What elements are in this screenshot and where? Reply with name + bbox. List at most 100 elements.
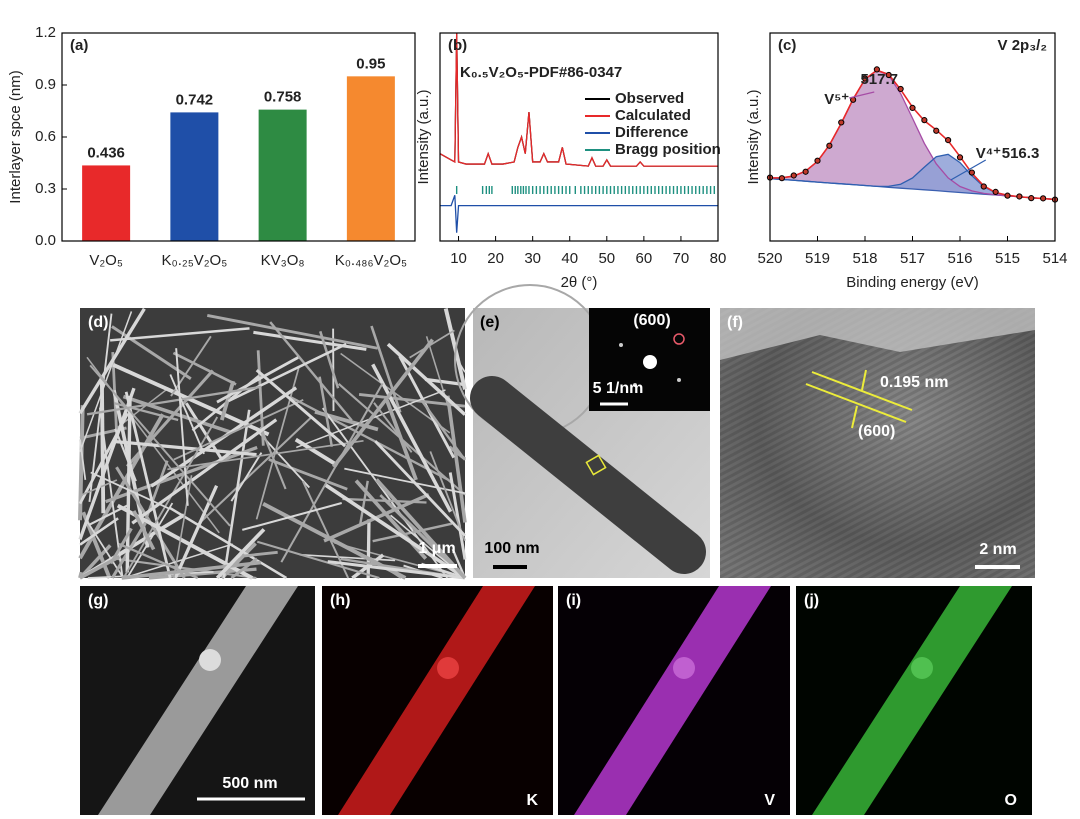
nanowire xyxy=(168,506,288,580)
y-axis-label: Intensity (a.u.) xyxy=(415,89,432,184)
nanowire xyxy=(123,543,233,579)
plot-frame xyxy=(439,32,719,242)
nanowire xyxy=(169,374,205,455)
panel-label: (b) xyxy=(448,37,467,54)
nanowire xyxy=(121,560,262,580)
x-tick-label: 40 xyxy=(561,250,578,267)
panel-label: (a) xyxy=(70,37,88,54)
spot xyxy=(677,378,681,382)
nanowire xyxy=(269,321,353,422)
nanowire xyxy=(421,400,466,461)
component-label: V⁴⁺ xyxy=(976,145,1001,162)
nanowire xyxy=(167,440,364,471)
nanowire xyxy=(299,553,396,562)
panel-label: (j) xyxy=(804,592,819,609)
nanowire xyxy=(324,483,467,580)
observed-point xyxy=(921,117,928,124)
nanowire xyxy=(219,380,236,421)
peak-label: 517.7 xyxy=(860,71,898,88)
spot xyxy=(619,343,623,347)
nanowire xyxy=(359,480,369,525)
y-tick-label: 0.9 xyxy=(35,76,56,93)
nanowire xyxy=(375,478,467,580)
x-tick-label: 70 xyxy=(673,250,690,267)
nanowire-band xyxy=(98,586,298,815)
bar xyxy=(82,165,131,241)
nanorod xyxy=(470,376,706,574)
legend-label: Calculated xyxy=(615,107,691,124)
nanowire xyxy=(386,342,467,416)
observed-point xyxy=(956,154,964,161)
element-label: O xyxy=(1005,792,1017,809)
bright-spot xyxy=(437,657,459,679)
nanowire xyxy=(327,560,466,580)
nanowire xyxy=(89,364,231,527)
nanowire xyxy=(90,471,170,510)
x-tick-label: 60 xyxy=(636,250,653,267)
observed-point xyxy=(873,66,880,73)
observed-point xyxy=(814,157,821,164)
panel-label: (d) xyxy=(88,314,108,331)
peak-label: 516.3 xyxy=(1002,145,1040,162)
nanowire xyxy=(227,342,347,403)
series-line xyxy=(440,195,718,233)
nanowire xyxy=(268,458,348,491)
nanowire xyxy=(173,398,304,461)
annotation-arrow xyxy=(849,91,875,99)
observed-point xyxy=(1028,195,1035,202)
plane-label: (600) xyxy=(858,423,895,440)
nanowire xyxy=(170,335,212,397)
nanowire xyxy=(262,502,407,580)
chart-title: V 2p₃/₂ xyxy=(998,37,1047,54)
spot xyxy=(633,383,637,387)
observed-point xyxy=(968,169,975,176)
nanowire xyxy=(110,327,250,342)
fringe-marker xyxy=(805,383,907,423)
observed-point xyxy=(909,104,916,111)
x-tick-label: 516 xyxy=(947,250,972,267)
value-label: 0.742 xyxy=(176,91,214,108)
nanowire xyxy=(124,391,172,579)
observed-point xyxy=(1004,192,1011,199)
x-tick-label: 10 xyxy=(450,250,467,267)
nanowire xyxy=(321,407,449,579)
bar xyxy=(258,109,307,241)
nanowire xyxy=(259,426,287,490)
observed-point xyxy=(945,137,952,144)
nanowire xyxy=(256,540,380,579)
y-tick-label: 1.2 xyxy=(35,24,56,41)
nanowire xyxy=(79,555,121,580)
nanowire xyxy=(253,330,367,351)
nanowire xyxy=(78,387,136,540)
nanowire xyxy=(318,376,334,447)
x-tick-label: V₂O₅ xyxy=(89,252,123,269)
scale-label: 500 nm xyxy=(222,775,277,792)
spot-marker xyxy=(673,333,685,345)
x-tick-label: K₀.₂₅V₂O₅ xyxy=(161,252,227,269)
nanowire xyxy=(117,387,170,429)
lattice-fringes xyxy=(720,308,1035,578)
nanowire xyxy=(366,519,371,579)
inset-scale-label: 5 1/nm xyxy=(593,380,644,397)
nanowire xyxy=(358,392,466,408)
nanowire xyxy=(172,351,237,386)
central-spot xyxy=(643,355,657,369)
nanowire xyxy=(118,542,199,580)
panel-label: (c) xyxy=(778,37,796,54)
element-label: V xyxy=(764,792,775,809)
nanowire xyxy=(255,368,347,448)
x-axis-label: 2θ (°) xyxy=(561,274,598,291)
nanowire-band xyxy=(338,586,535,815)
observed-point xyxy=(897,85,904,93)
panel-label: (e) xyxy=(480,314,500,331)
nanowire xyxy=(445,395,467,523)
observed-point xyxy=(826,142,833,149)
x-tick-label: 519 xyxy=(805,250,830,267)
legend-label: Difference xyxy=(615,124,688,141)
nanowire xyxy=(86,385,262,416)
y-tick-label: 0.0 xyxy=(35,232,56,249)
nanowire xyxy=(236,550,278,559)
nanowire xyxy=(122,394,233,435)
nanowire xyxy=(79,439,87,480)
